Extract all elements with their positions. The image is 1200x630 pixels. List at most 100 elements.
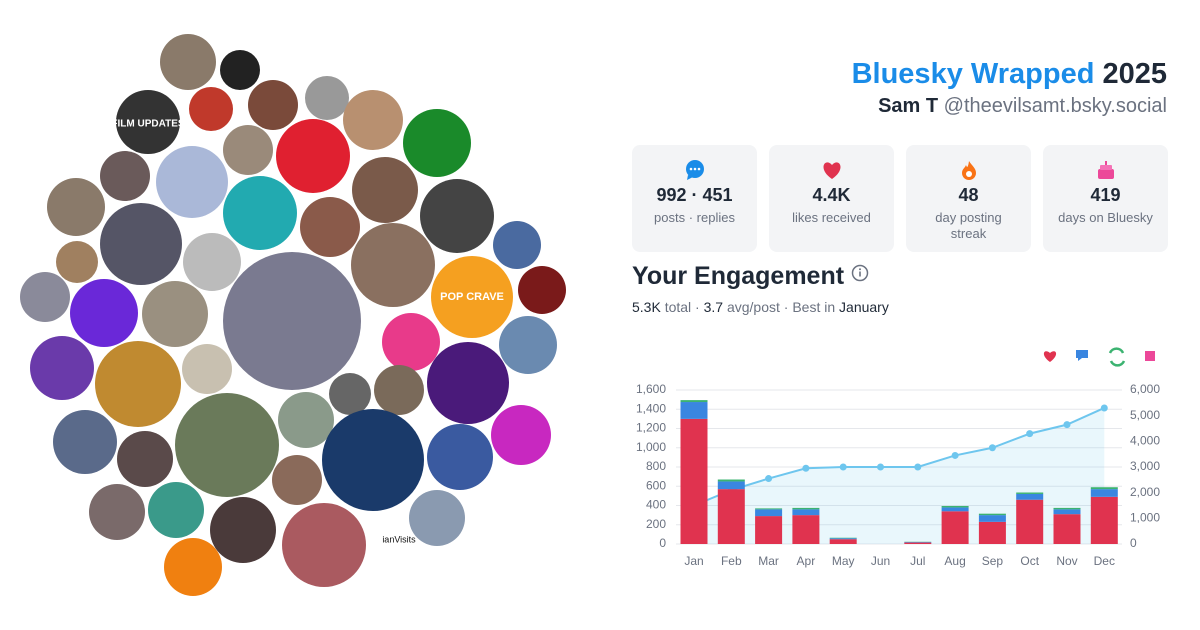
avatar [420, 179, 494, 253]
icon [1097, 161, 1114, 179]
y-tick-label: 600 [646, 478, 666, 492]
avatar [148, 482, 204, 538]
y-tick-label: 200 [646, 517, 666, 531]
y2-tick-label: 5,000 [1130, 408, 1160, 422]
y-tick-label: 1,200 [636, 421, 666, 435]
bar-segment [717, 479, 745, 482]
y-tick-label: 0 [659, 536, 666, 550]
avatar [220, 50, 260, 90]
bar-segment [941, 507, 969, 512]
y-tick-label: 1,400 [636, 401, 666, 415]
summary-part: total · [660, 299, 704, 315]
avatar [374, 365, 424, 415]
x-tick-label: Jun [871, 554, 890, 568]
bar-segment [978, 515, 1006, 522]
title: Bluesky Wrapped 2025 [852, 58, 1167, 91]
avatar [223, 125, 273, 175]
summary-part: avg/post · Best in [723, 299, 840, 315]
x-tick-label: Nov [1056, 554, 1077, 568]
x-tick-label: Apr [797, 554, 816, 568]
bar-segment [941, 505, 969, 508]
y-tick-label: 800 [646, 459, 666, 473]
avatar [183, 233, 241, 291]
bar-segment [755, 509, 783, 517]
avatar [272, 455, 322, 505]
year: 2025 [1102, 58, 1167, 90]
line-point [877, 463, 884, 471]
line-point [802, 464, 810, 472]
section-title-text: Your Engagement [632, 262, 845, 290]
avatar [117, 431, 173, 487]
x-tick-label: May [832, 554, 855, 568]
x-tick-label: Dec [1094, 554, 1115, 568]
bar-segment [1053, 514, 1081, 544]
bar-segment [792, 515, 820, 544]
y2-tick-label: 1,000 [1130, 511, 1160, 525]
avatar [223, 252, 361, 390]
bar-segment [792, 509, 820, 516]
bar-segment [941, 511, 969, 544]
avatar [70, 279, 138, 347]
avatar [160, 34, 216, 90]
legend-icon [1076, 350, 1088, 361]
stat-card: 4.4K likes received [769, 145, 894, 252]
stat-value: 4.4K [812, 185, 851, 205]
y2-tick-label: 4,000 [1130, 434, 1160, 448]
y-tick-label: 400 [646, 498, 666, 512]
avatar [491, 405, 551, 465]
avatar [427, 424, 493, 490]
avatar [305, 76, 349, 120]
stat-card: 992 · 451 posts · replies [632, 145, 757, 252]
bar-segment [717, 481, 745, 490]
avatar-text: FILM UPDATES [111, 119, 184, 130]
stat-label: likes received [792, 210, 871, 225]
avatar [351, 223, 435, 307]
avatar [100, 151, 150, 201]
bar-segment [1016, 492, 1044, 494]
y2-tick-label: 2,000 [1130, 485, 1160, 499]
avatar [89, 484, 145, 540]
avatar [56, 241, 98, 283]
avatar [352, 157, 418, 223]
bar-segment [1090, 489, 1118, 497]
bar-segment [792, 507, 820, 510]
line-point [951, 451, 959, 459]
bar-segment [680, 402, 708, 419]
stat-label: posts · replies [654, 210, 735, 225]
avatar [499, 316, 557, 374]
avatar-text: ianVisits [382, 534, 416, 544]
avatar [210, 497, 276, 563]
bar-segment [717, 489, 745, 544]
avatar [53, 410, 117, 474]
avatar-text: POP CRAVE [440, 291, 504, 303]
bar-segment [1053, 507, 1081, 510]
avatar [20, 272, 70, 322]
handle[interactable]: @theevilsamt.bsky.social [943, 95, 1167, 117]
avatar [300, 197, 360, 257]
info-icon[interactable] [851, 264, 869, 282]
icon [685, 160, 704, 180]
bar-segment [755, 508, 783, 510]
stat-value: 992 · 451 [656, 185, 733, 205]
x-tick-label: Jul [910, 554, 925, 568]
bar-segment [829, 539, 857, 544]
avatar [142, 281, 208, 347]
line [693, 407, 1105, 507]
avatar [278, 392, 334, 448]
avatar [379, 520, 419, 560]
bar-segment [680, 400, 708, 403]
avatar [518, 266, 566, 314]
bar-segment [755, 516, 783, 544]
avatar [248, 80, 298, 130]
title-text: Bluesky Wrapped [851, 58, 1095, 90]
x-tick-label: Sep [982, 554, 1004, 568]
line-point [765, 475, 773, 483]
bar-segment [1053, 509, 1081, 515]
summary-part: January [839, 299, 889, 315]
bar-segment [1090, 496, 1118, 544]
bar-segment [829, 538, 857, 540]
avatar [164, 538, 222, 596]
bar-segment [904, 542, 932, 544]
